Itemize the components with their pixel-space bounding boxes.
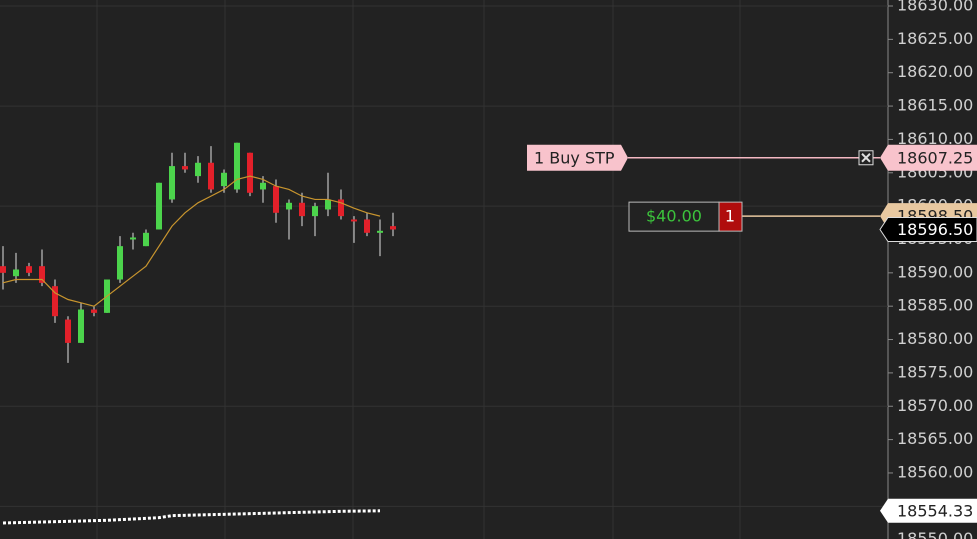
candle-body [26,266,32,273]
last-price: 18596.50 [897,220,973,239]
candle-body [390,226,396,230]
candle-body [312,206,318,217]
candle-body [130,237,136,240]
y-tick-label: 18585.00 [897,296,973,315]
y-tick-label: 18610.00 [897,129,973,148]
pnl-box [628,201,720,232]
candle-body [273,186,279,213]
candle-body [169,166,175,200]
candle-body [13,269,19,277]
candle-body [78,309,84,343]
candle-body [234,142,240,190]
y-tick-label: 18625.00 [897,29,973,48]
candle-body [143,232,149,247]
v-grid [96,0,741,539]
order-label-box [527,144,628,171]
last-price-box [879,216,977,242]
candle-body [156,182,162,230]
y-tick-label: 18550.00 [897,529,973,539]
candle-body [195,162,201,177]
y-tick-label: 18630.00 [897,0,973,15]
y-tick-label: 18590.00 [897,262,973,281]
cancel-icon [861,153,871,163]
pnl: $40.00 [646,207,702,226]
order-price-box [880,144,977,171]
candle-body [117,246,123,280]
avg-price-box [880,498,977,523]
y-tick-label: 18580.00 [897,329,973,348]
candle-body [52,286,58,317]
order-price: 18607.25 [897,148,973,167]
candle-body [286,202,292,210]
y-tick-label: 18615.00 [897,96,973,115]
candle-body [0,266,6,273]
order-label: 1 Buy STP [534,148,615,167]
candle-body [208,162,214,190]
indicator-line [2,175,381,307]
candle-body [221,172,227,187]
candle-body [364,219,370,233]
candle-body [338,199,344,217]
quantity: 1 [725,207,735,226]
y-tick-label: 18565.00 [897,429,973,448]
candle-body [299,202,305,217]
candle-body [91,309,97,313]
candle-body [325,199,331,210]
candle-body [182,166,188,170]
y-tick-label: 18570.00 [897,396,973,415]
candle-body [260,182,266,190]
y-tick-label: 18560.00 [897,462,973,481]
indicator-line [2,509,381,525]
candle-body [377,230,383,233]
candle-body [247,152,253,193]
y-tick-label: 18575.00 [897,362,973,381]
candle-body [65,319,71,343]
candle-body [351,219,357,222]
y-tick-label: 18620.00 [897,62,973,81]
avg-price: 18554.33 [897,501,973,520]
candle-body [39,266,45,283]
quantity-box [718,201,743,232]
